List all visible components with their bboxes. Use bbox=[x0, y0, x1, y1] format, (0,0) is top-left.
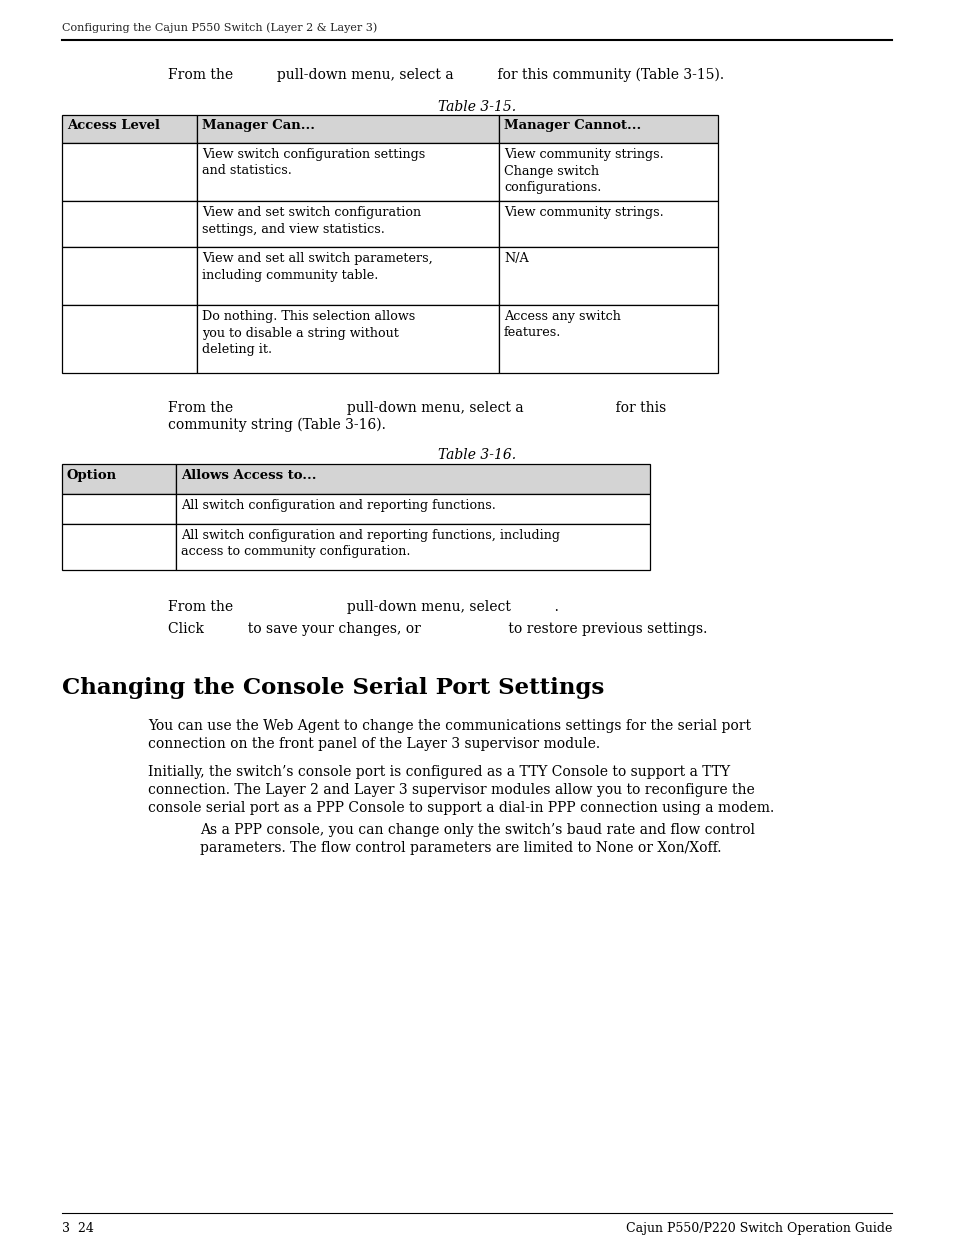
Text: All switch configuration and reporting functions.: All switch configuration and reporting f… bbox=[181, 499, 496, 513]
Bar bbox=[175, 524, 649, 571]
Text: View switch configuration settings
and statistics.: View switch configuration settings and s… bbox=[202, 148, 425, 178]
Text: From the                          pull-down menu, select          .: From the pull-down menu, select . bbox=[168, 600, 558, 614]
Bar bbox=[196, 305, 498, 373]
Bar bbox=[175, 494, 649, 524]
Text: Click          to save your changes, or                    to restore previous s: Click to save your changes, or to restor… bbox=[168, 622, 706, 636]
Text: From the          pull-down menu, select a          for this community (Table 3-: From the pull-down menu, select a for th… bbox=[168, 68, 723, 83]
Text: Manager Can...: Manager Can... bbox=[202, 119, 314, 132]
Bar bbox=[498, 143, 718, 201]
Text: N/A: N/A bbox=[503, 252, 528, 266]
Bar bbox=[498, 201, 718, 247]
Bar bbox=[62, 464, 175, 494]
Bar bbox=[62, 494, 175, 524]
Text: You can use the Web Agent to change the communications settings for the serial p: You can use the Web Agent to change the … bbox=[148, 719, 750, 751]
Bar bbox=[498, 115, 718, 143]
Text: community string (Table 3-16).: community string (Table 3-16). bbox=[168, 417, 385, 432]
Bar bbox=[196, 247, 498, 305]
Text: View community strings.: View community strings. bbox=[503, 206, 663, 219]
Bar bbox=[196, 115, 498, 143]
Text: Access Level: Access Level bbox=[67, 119, 160, 132]
Text: Changing the Console Serial Port Settings: Changing the Console Serial Port Setting… bbox=[62, 677, 604, 699]
Text: As a PPP console, you can change only the switch’s baud rate and flow control
pa: As a PPP console, you can change only th… bbox=[200, 823, 754, 855]
Text: Table 3-16.: Table 3-16. bbox=[437, 448, 516, 462]
Text: View and set all switch parameters,
including community table.: View and set all switch parameters, incl… bbox=[202, 252, 433, 282]
Bar bbox=[62, 143, 196, 201]
Bar bbox=[62, 247, 196, 305]
Text: Initially, the switch’s console port is configured as a TTY Console to support a: Initially, the switch’s console port is … bbox=[148, 764, 774, 815]
Text: Configuring the Cajun P550 Switch (Layer 2 & Layer 3): Configuring the Cajun P550 Switch (Layer… bbox=[62, 22, 376, 32]
Text: Cajun P550/P220 Switch Operation Guide: Cajun P550/P220 Switch Operation Guide bbox=[625, 1221, 891, 1235]
Text: All switch configuration and reporting functions, including
access to community : All switch configuration and reporting f… bbox=[181, 529, 559, 558]
Bar bbox=[175, 464, 649, 494]
Bar bbox=[62, 115, 196, 143]
Bar bbox=[498, 305, 718, 373]
Bar bbox=[498, 247, 718, 305]
Text: Do nothing. This selection allows
you to disable a string without
deleting it.: Do nothing. This selection allows you to… bbox=[202, 310, 415, 356]
Bar bbox=[62, 305, 196, 373]
Text: View and set switch configuration
settings, and view statistics.: View and set switch configuration settin… bbox=[202, 206, 420, 236]
Bar bbox=[196, 201, 498, 247]
Text: Allows Access to...: Allows Access to... bbox=[181, 469, 316, 482]
Bar bbox=[196, 143, 498, 201]
Text: From the                          pull-down menu, select a                     f: From the pull-down menu, select a f bbox=[168, 401, 665, 415]
Text: Access any switch
features.: Access any switch features. bbox=[503, 310, 620, 340]
Text: View community strings.
Change switch
configurations.: View community strings. Change switch co… bbox=[503, 148, 663, 194]
Text: Option: Option bbox=[67, 469, 117, 482]
Text: Manager Cannot...: Manager Cannot... bbox=[503, 119, 640, 132]
Bar bbox=[62, 201, 196, 247]
Text: Table 3-15.: Table 3-15. bbox=[437, 100, 516, 114]
Bar bbox=[62, 524, 175, 571]
Text: 3  24: 3 24 bbox=[62, 1221, 93, 1235]
